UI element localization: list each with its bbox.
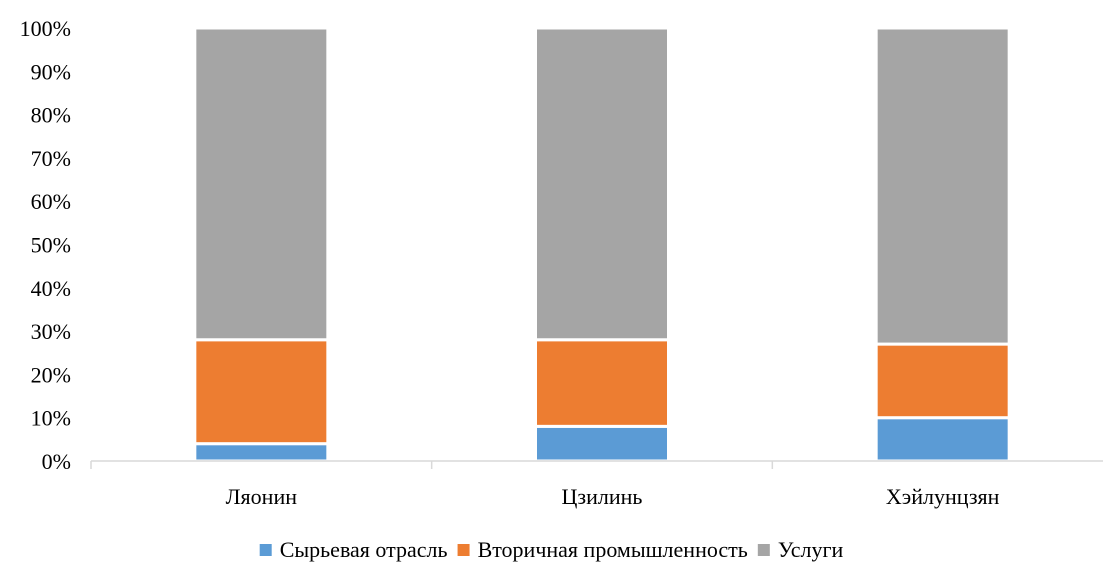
y-tick-label: 0% <box>42 449 71 474</box>
y-tick-label: 50% <box>31 233 71 258</box>
legend-label: Сырьевая отрасль <box>280 537 448 562</box>
legend-item: Сырьевая отрасль <box>259 537 448 562</box>
bar-segment <box>534 338 670 428</box>
y-tick-label: 40% <box>31 276 71 301</box>
bar-segment <box>534 424 670 463</box>
legend-label: Услуги <box>778 537 844 562</box>
legend: Сырьевая отрасль Вторичная промышленность… <box>259 537 844 562</box>
legend-swatch <box>457 544 470 556</box>
bar-segment <box>193 26 330 342</box>
legend-item: Вторичная промышленность <box>457 537 748 562</box>
legend-swatch <box>259 544 272 556</box>
x-axis-category-labels: Ляонин Цзилинь Хэйлунцзян <box>226 484 1000 509</box>
y-tick-label: 90% <box>31 59 71 84</box>
bar-segment <box>874 26 1011 346</box>
bar-segment <box>874 416 1011 463</box>
bar-segment <box>193 442 330 463</box>
bar-segment <box>534 26 670 342</box>
legend-label: Вторичная промышленность <box>478 537 748 562</box>
x-axis-tick-marks <box>90 461 774 469</box>
y-tick-label: 20% <box>31 362 71 387</box>
y-axis-tick-labels: 0% 10% 20% 30% 40% 50% 60% 70% 80% 90% 100% <box>20 16 71 474</box>
y-tick-label: 80% <box>31 103 71 128</box>
x-category-label: Хэйлунцзян <box>886 484 1000 509</box>
x-category-label: Цзилинь <box>562 484 643 509</box>
bar-segment <box>874 342 1011 420</box>
legend-item: Услуги <box>757 537 844 562</box>
bar-segment <box>193 338 330 446</box>
y-tick-label: 10% <box>31 406 71 431</box>
bars <box>193 26 1011 463</box>
y-tick-label: 100% <box>20 16 71 41</box>
y-tick-label: 30% <box>31 319 71 344</box>
legend-swatch <box>757 544 770 556</box>
y-tick-label: 60% <box>31 189 71 214</box>
y-tick-label: 70% <box>31 146 71 171</box>
x-category-label: Ляонин <box>226 484 298 509</box>
